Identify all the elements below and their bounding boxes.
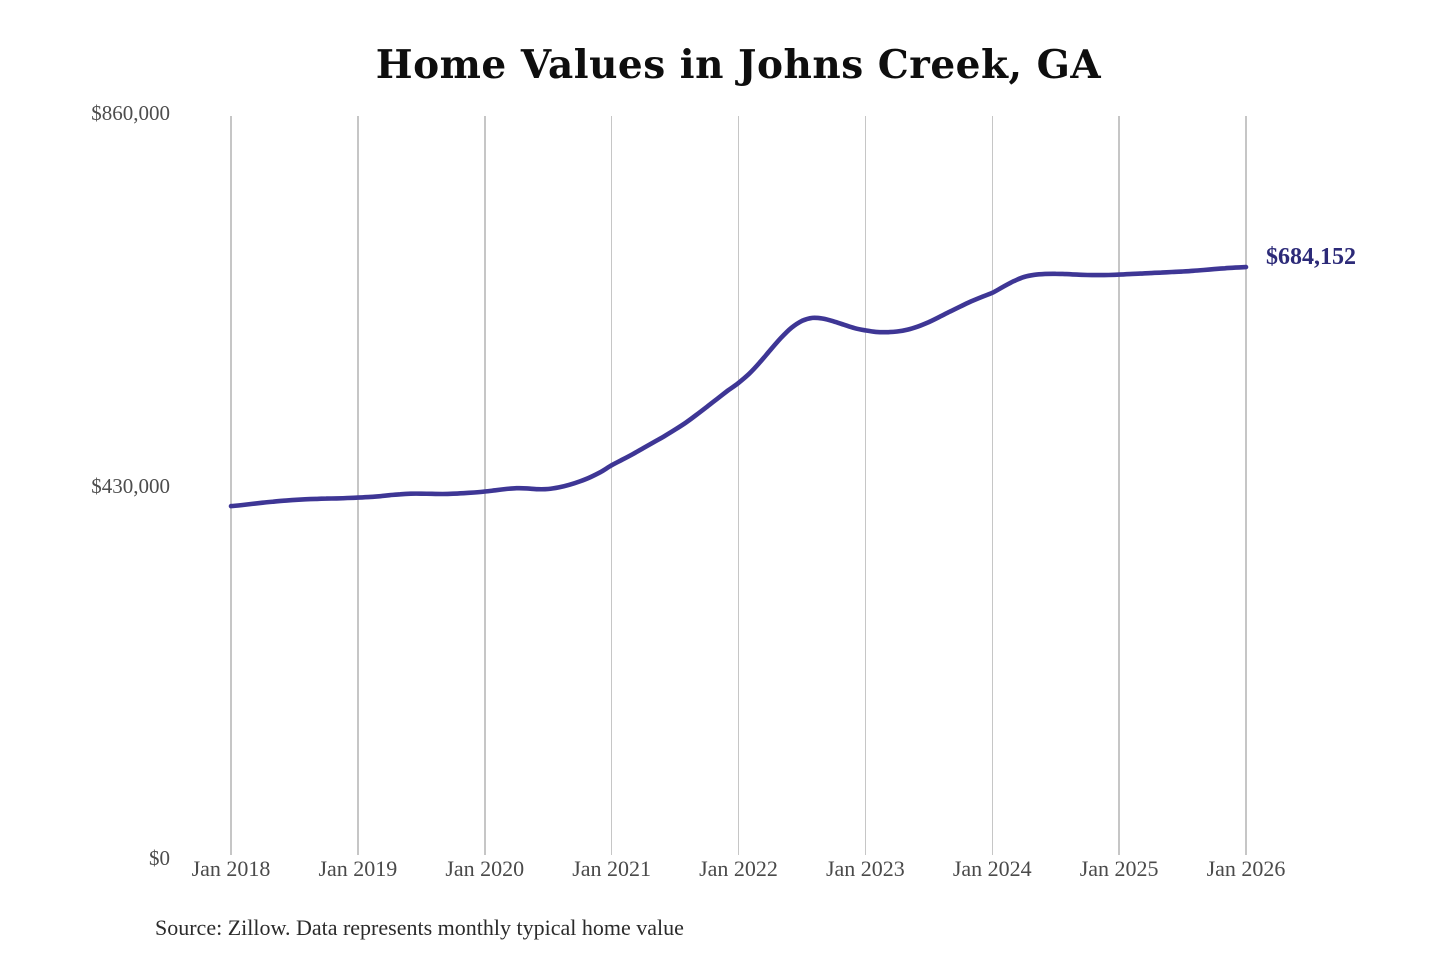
x-axis-tick-label: Jan 2023 xyxy=(825,856,905,881)
gridline xyxy=(610,116,613,855)
x-axis-tick-label: Jan 2024 xyxy=(952,856,1032,881)
source-attribution: Source: Zillow. Data represents monthly … xyxy=(155,915,684,940)
gridline xyxy=(1118,116,1120,855)
gridline xyxy=(991,116,993,855)
home-value-line-series xyxy=(228,264,1249,509)
y-axis-tick-label-0: $0 xyxy=(149,846,170,870)
x-axis-tick-label: Jan 2019 xyxy=(318,856,398,881)
y-axis-tick-label-860000: $860,000 xyxy=(91,101,170,125)
gridline xyxy=(230,116,232,855)
latest-value-annotation: $684,152 xyxy=(1266,244,1356,270)
gridline xyxy=(1245,116,1247,855)
x-axis-tick-label: Jan 2022 xyxy=(699,856,778,881)
y-axis-tick-label-430000: $430,000 xyxy=(91,474,170,498)
gridline xyxy=(864,116,867,855)
x-axis-tick-label: Jan 2021 xyxy=(572,856,652,881)
x-axis-tick-label: Jan 2025 xyxy=(1079,856,1159,881)
gridline xyxy=(484,116,486,855)
gridline xyxy=(737,116,740,855)
x-axis-tick-label: Jan 2018 xyxy=(191,856,271,881)
x-axis-tick-label: Jan 2026 xyxy=(1206,856,1286,881)
chart-title: Home Values in Johns Creek, GA xyxy=(375,42,1102,88)
gridline xyxy=(357,116,359,855)
x-axis-tick-label: Jan 2020 xyxy=(445,856,525,881)
